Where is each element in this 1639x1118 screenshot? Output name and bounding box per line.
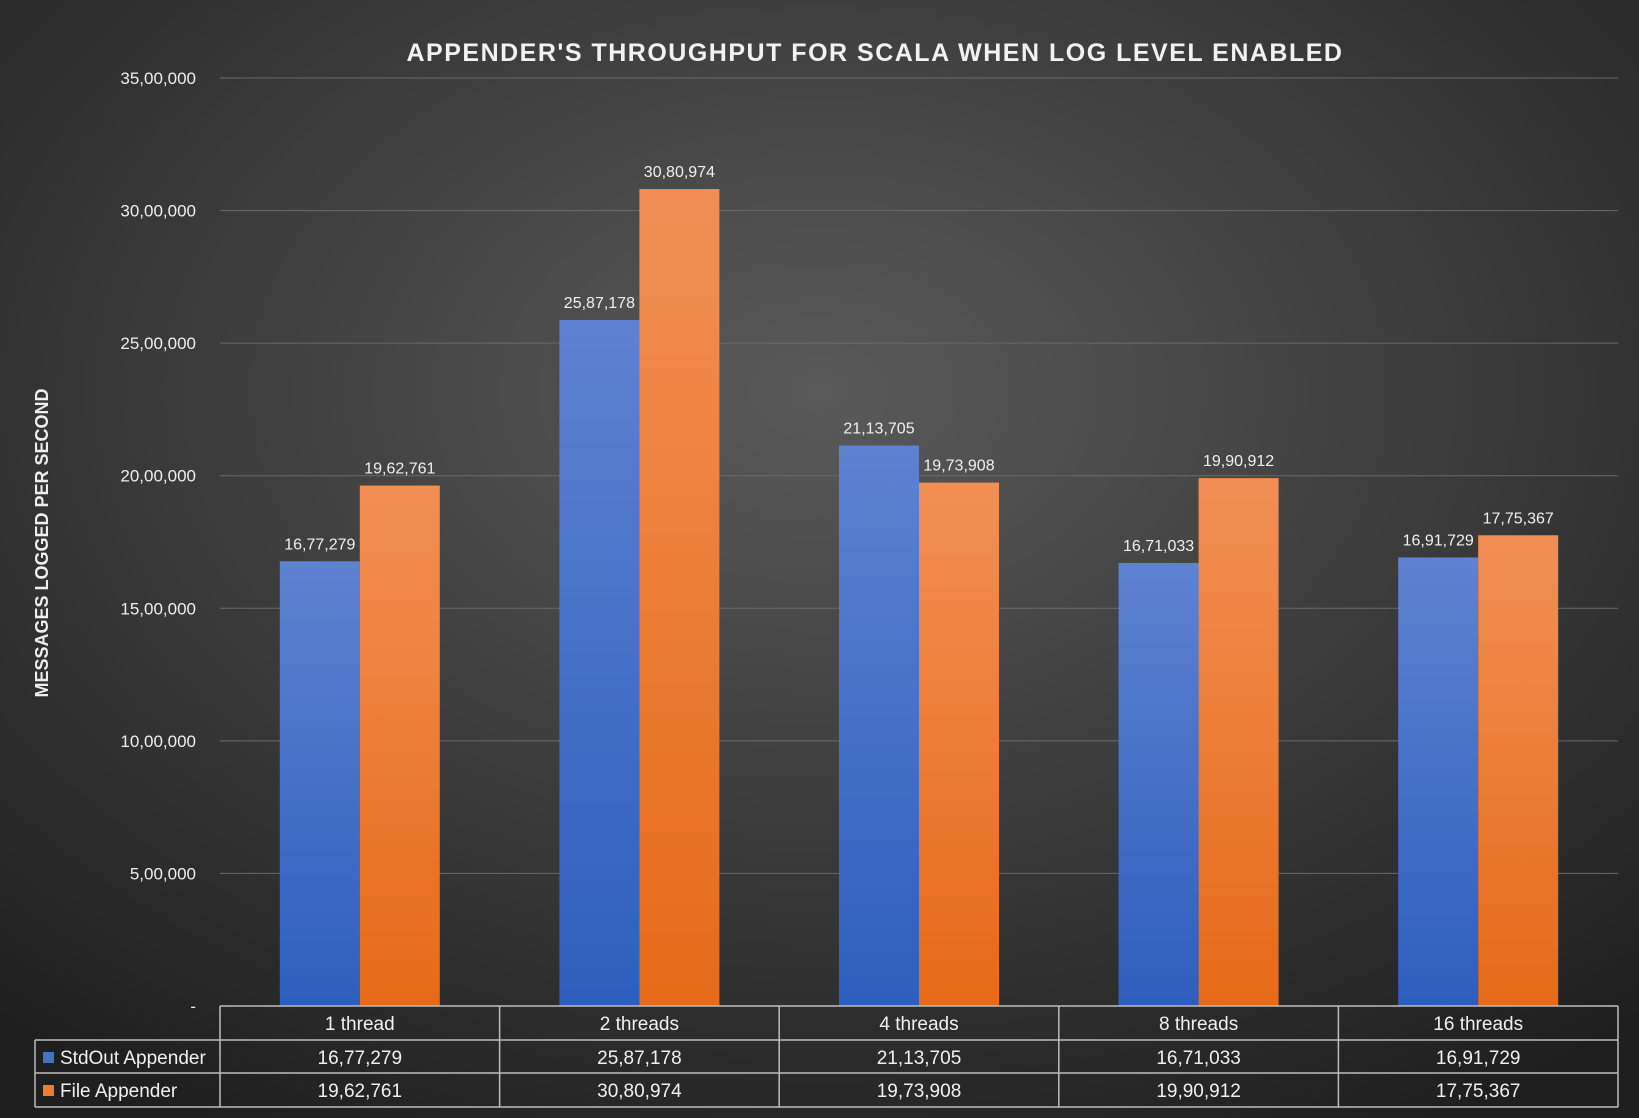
bar-stdout-3 (839, 445, 919, 1006)
table-cell: 25,87,178 (597, 1048, 682, 1069)
category-label: 8 threads (1159, 1014, 1238, 1035)
data-label: 30,80,974 (644, 164, 715, 181)
category-label: 2 threads (600, 1014, 679, 1035)
bar-file-3 (919, 482, 999, 1006)
bar-stdout-5 (1398, 557, 1479, 1006)
category-label: 1 thread (325, 1014, 395, 1035)
legend-label: File Appender (60, 1081, 178, 1102)
bar-stdout-2 (559, 320, 640, 1007)
y-tick-label: 10,00,000 (120, 732, 196, 751)
data-label: 16,71,033 (1123, 538, 1194, 555)
y-tick-label: 20,00,000 (120, 467, 196, 486)
y-tick-label: 35,00,000 (120, 69, 196, 88)
table-cell: 17,75,367 (1436, 1081, 1521, 1102)
data-label: 17,75,367 (1483, 510, 1554, 527)
category-label: 16 threads (1433, 1014, 1523, 1035)
chart-title: APPENDER'S THROUGHPUT FOR SCALA WHEN LOG… (407, 39, 1344, 67)
bar-file-1 (359, 485, 440, 1006)
table-cell: 16,91,729 (1436, 1048, 1521, 1069)
legend-label: StdOut Appender (60, 1048, 206, 1069)
table-cell: 16,71,033 (1156, 1048, 1241, 1069)
y-tick-label: 15,00,000 (120, 599, 196, 618)
table-cell: 19,90,912 (1156, 1081, 1241, 1102)
data-label: 21,13,705 (843, 421, 914, 438)
data-label: 19,73,908 (923, 458, 994, 475)
table-cell: 19,62,761 (318, 1081, 403, 1102)
y-tick-label: - (190, 997, 196, 1016)
table-cell: 16,77,279 (318, 1048, 403, 1069)
y-axis-label: MESSAGES LOGGED PER SECOND (32, 388, 52, 697)
bar-stdout-1 (279, 561, 360, 1006)
bar-file-5 (1478, 535, 1559, 1006)
table-cell: 19,73,908 (877, 1081, 962, 1102)
data-label: 16,91,729 (1403, 532, 1474, 549)
bar-file-4 (1198, 478, 1279, 1006)
y-tick-label: 25,00,000 (120, 334, 196, 353)
table-cell: 21,13,705 (877, 1048, 962, 1069)
bar-stdout-4 (1118, 562, 1199, 1006)
y-tick-label: 5,00,000 (130, 864, 196, 883)
bar-file-2 (639, 189, 720, 1006)
legend-swatch (43, 1085, 54, 1096)
data-label: 25,87,178 (564, 295, 635, 312)
legend-swatch (43, 1052, 54, 1063)
category-label: 4 threads (879, 1014, 958, 1035)
data-label: 19,62,761 (364, 461, 435, 478)
table-cell: 30,80,974 (597, 1081, 682, 1102)
data-label: 19,90,912 (1203, 453, 1274, 470)
data-label: 16,77,279 (284, 536, 355, 553)
y-tick-label: 30,00,000 (120, 202, 196, 221)
